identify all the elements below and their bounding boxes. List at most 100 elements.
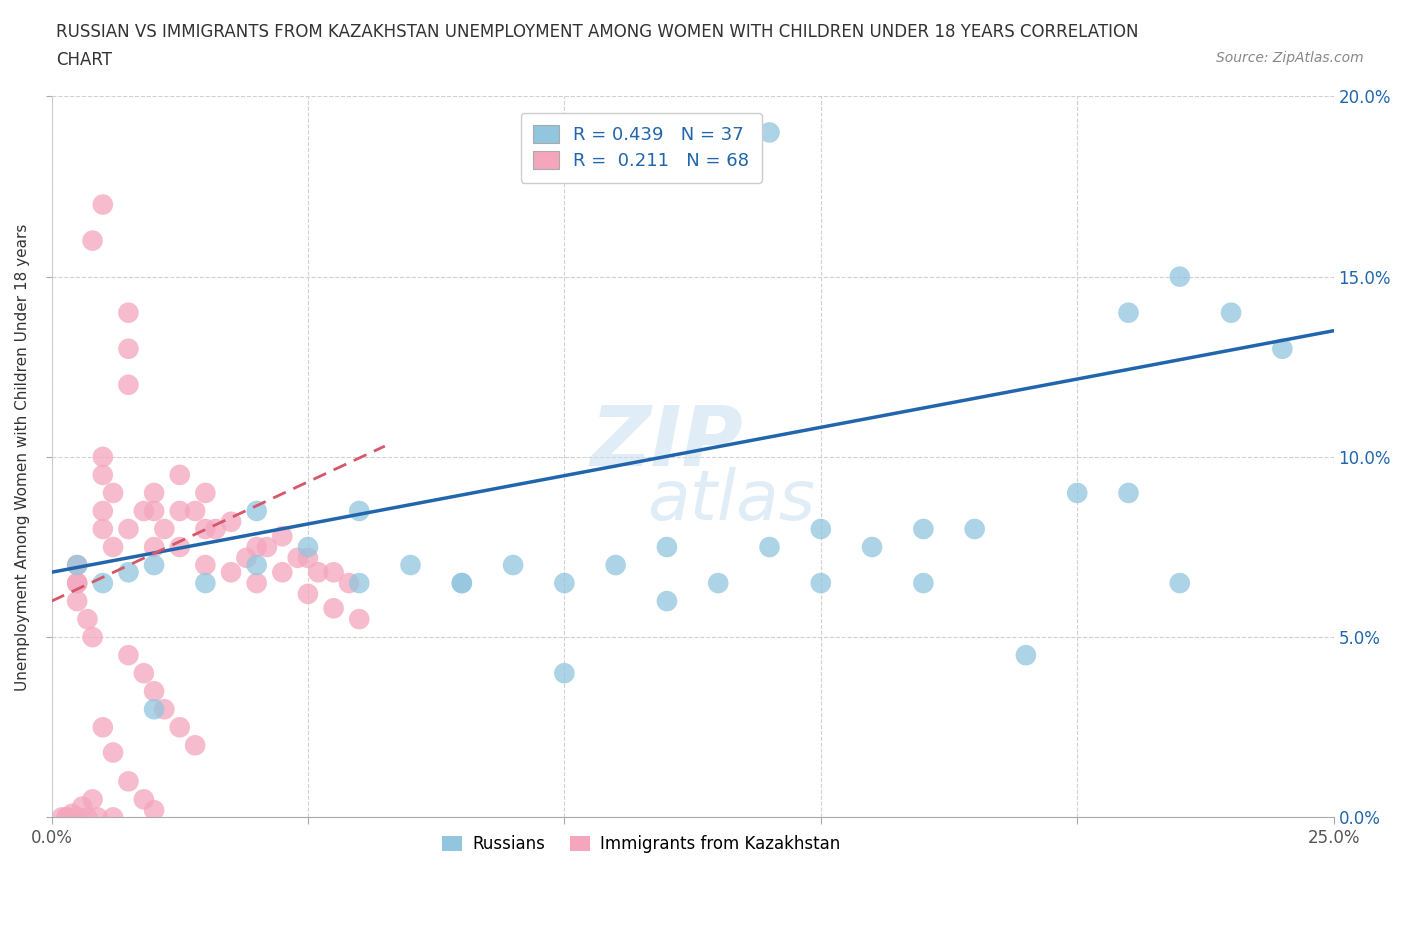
Text: ZIP: ZIP <box>591 402 744 483</box>
Point <box>204 522 226 537</box>
Point <box>143 684 166 698</box>
Point <box>66 593 89 608</box>
Point <box>219 565 242 579</box>
Point <box>86 810 108 825</box>
Point <box>82 630 104 644</box>
Point <box>235 551 257 565</box>
Y-axis label: Unemployment Among Women with Children Under 18 years: Unemployment Among Women with Children U… <box>15 223 30 691</box>
Point <box>72 799 94 814</box>
Point <box>143 803 166 817</box>
Point <box>91 576 114 591</box>
Point <box>169 503 191 518</box>
Point <box>605 558 627 573</box>
Point <box>655 593 678 608</box>
Point <box>297 539 319 554</box>
Point <box>349 576 371 591</box>
Point <box>297 551 319 565</box>
Point <box>132 792 155 807</box>
Text: atlas: atlas <box>647 467 815 534</box>
Point <box>1271 341 1294 356</box>
Point <box>553 666 575 681</box>
Point <box>143 485 166 500</box>
Point <box>101 485 124 500</box>
Point <box>553 576 575 591</box>
Point <box>143 539 166 554</box>
Point <box>707 576 730 591</box>
Point <box>758 539 780 554</box>
Point <box>349 612 371 627</box>
Point <box>219 514 242 529</box>
Point <box>1118 485 1140 500</box>
Text: CHART: CHART <box>56 51 112 69</box>
Point <box>287 551 309 565</box>
Point <box>256 539 278 554</box>
Point <box>117 647 139 662</box>
Point <box>143 503 166 518</box>
Point <box>56 810 79 825</box>
Point <box>101 745 124 760</box>
Point <box>655 539 678 554</box>
Point <box>184 503 207 518</box>
Point <box>450 576 472 591</box>
Point <box>246 503 269 518</box>
Point <box>66 558 89 573</box>
Point <box>1015 647 1038 662</box>
Point <box>153 702 176 717</box>
Point <box>963 522 986 537</box>
Point <box>194 522 217 537</box>
Point <box>810 576 832 591</box>
Legend: Russians, Immigrants from Kazakhstan: Russians, Immigrants from Kazakhstan <box>436 829 846 859</box>
Point <box>117 341 139 356</box>
Point <box>860 539 883 554</box>
Point <box>1220 305 1243 320</box>
Point <box>117 522 139 537</box>
Text: RUSSIAN VS IMMIGRANTS FROM KAZAKHSTAN UNEMPLOYMENT AMONG WOMEN WITH CHILDREN UND: RUSSIAN VS IMMIGRANTS FROM KAZAKHSTAN UN… <box>56 23 1139 41</box>
Point <box>132 503 155 518</box>
Text: Source: ZipAtlas.com: Source: ZipAtlas.com <box>1216 51 1364 65</box>
Point <box>194 558 217 573</box>
Point <box>322 565 344 579</box>
Point <box>51 810 73 825</box>
Point <box>1066 485 1088 500</box>
Point <box>91 468 114 483</box>
Point <box>1118 305 1140 320</box>
Point <box>246 576 269 591</box>
Point <box>349 503 371 518</box>
Point <box>1168 269 1191 284</box>
Point <box>91 449 114 464</box>
Point <box>117 378 139 392</box>
Point <box>184 737 207 752</box>
Point <box>101 539 124 554</box>
Point <box>143 702 166 717</box>
Point <box>66 810 89 825</box>
Point <box>912 576 935 591</box>
Point <box>66 558 89 573</box>
Point <box>271 529 294 544</box>
Point <box>337 576 360 591</box>
Point <box>60 806 83 821</box>
Point <box>169 539 191 554</box>
Point <box>810 522 832 537</box>
Point <box>194 576 217 591</box>
Point <box>169 720 191 735</box>
Point <box>1168 576 1191 591</box>
Point <box>399 558 422 573</box>
Point <box>246 558 269 573</box>
Point <box>132 666 155 681</box>
Point <box>91 522 114 537</box>
Point <box>194 485 217 500</box>
Point <box>322 601 344 616</box>
Point <box>117 774 139 789</box>
Point <box>117 565 139 579</box>
Point <box>66 576 89 591</box>
Point <box>82 792 104 807</box>
Point <box>91 720 114 735</box>
Point <box>297 587 319 602</box>
Point <box>91 503 114 518</box>
Point <box>82 233 104 248</box>
Point <box>912 522 935 537</box>
Point <box>76 612 98 627</box>
Point <box>91 197 114 212</box>
Point <box>271 565 294 579</box>
Point <box>56 810 79 825</box>
